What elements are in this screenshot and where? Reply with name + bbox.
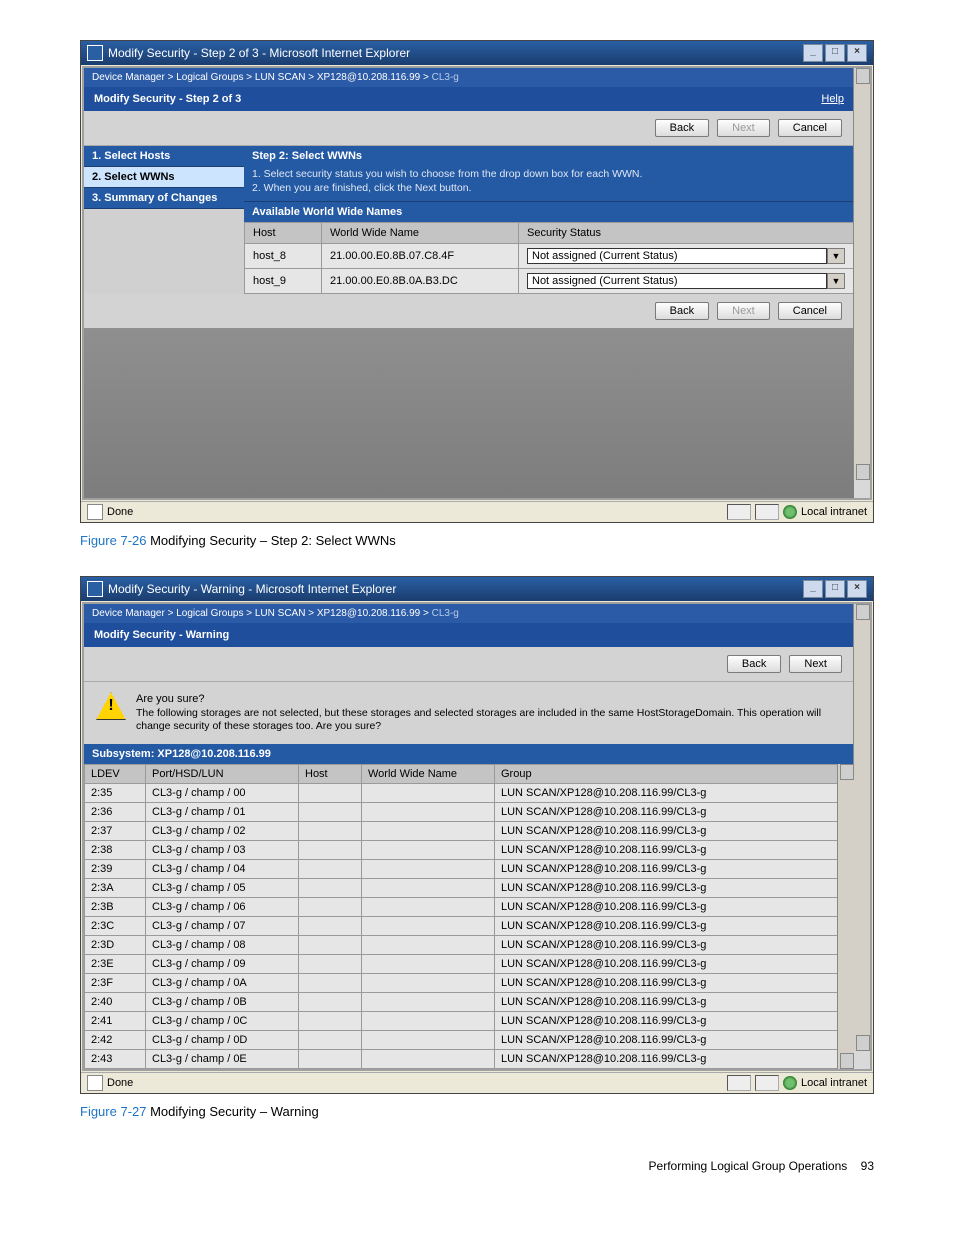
col-phl: Port/HSD/LUN (146, 764, 299, 783)
table-row: 2:3ACL3-g / champ / 05LUN SCAN/XP128@10.… (85, 878, 854, 897)
table-row: 2:3DCL3-g / champ / 08LUN SCAN/XP128@10.… (85, 935, 854, 954)
table-row: 2:3BCL3-g / champ / 06LUN SCAN/XP128@10.… (85, 897, 854, 916)
step-1[interactable]: 1. Select Hosts (84, 146, 244, 167)
window-minimize-button[interactable]: _ (803, 580, 823, 598)
col-group: Group (495, 764, 854, 783)
wwn-table-title: Available World Wide Names (244, 201, 854, 222)
page-title: Modify Security - Warning (84, 623, 854, 647)
table-row: 2:43CL3-g / champ / 0ELUN SCAN/XP128@10.… (85, 1049, 854, 1068)
figure-caption: Figure 7-26 Modifying Security – Step 2:… (80, 533, 874, 548)
titlebar: Modify Security - Step 2 of 3 - Microsof… (81, 41, 873, 65)
window-close-button[interactable]: × (847, 44, 867, 62)
window-maximize-button[interactable]: □ (825, 44, 845, 62)
col-host: Host (299, 764, 362, 783)
nav-buttons-top: Back Next Cancel (84, 111, 854, 146)
scrollbar[interactable] (853, 68, 870, 480)
page-icon (87, 504, 103, 520)
ldev-table: LDEV Port/HSD/LUN Host World Wide Name G… (84, 764, 854, 1069)
status-done: Done (107, 1077, 133, 1089)
breadcrumb: Device Manager > Logical Groups > LUN SC… (84, 604, 854, 623)
window-modify-security-warning: Modify Security - Warning - Microsoft In… (80, 576, 874, 1094)
security-status-dropdown[interactable]: Not assigned (Current Status)▼ (527, 273, 845, 289)
window-title: Modify Security - Warning - Microsoft In… (108, 582, 396, 596)
window-minimize-button[interactable]: _ (803, 44, 823, 62)
table-row: host_9 21.00.00.E0.8B.0A.B3.DC Not assig… (245, 269, 854, 294)
page-footer: Performing Logical Group Operations 93 (80, 1159, 874, 1173)
empty-area (84, 328, 854, 498)
status-zone: Local intranet (801, 1077, 867, 1089)
page-title: Modify Security - Step 2 of 3 Help (84, 87, 854, 111)
next-button[interactable]: Next (717, 119, 770, 137)
next-button[interactable]: Next (789, 655, 842, 673)
window-modify-security-step2: Modify Security - Step 2 of 3 - Microsof… (80, 40, 874, 523)
back-button[interactable]: Back (727, 655, 781, 673)
warning-panel: Are you sure? The following storages are… (84, 682, 854, 744)
warning-text: Are you sure? The following storages are… (136, 692, 842, 734)
col-ldev: LDEV (85, 764, 146, 783)
col-wwn: World Wide Name (322, 223, 519, 244)
table-row: 2:40CL3-g / champ / 0BLUN SCAN/XP128@10.… (85, 992, 854, 1011)
table-row: 2:3CCL3-g / champ / 07LUN SCAN/XP128@10.… (85, 916, 854, 935)
table-row: 2:39CL3-g / champ / 04LUN SCAN/XP128@10.… (85, 859, 854, 878)
table-row: 2:35CL3-g / champ / 00LUN SCAN/XP128@10.… (85, 783, 854, 802)
figure-caption: Figure 7-27 Modifying Security – Warning (80, 1104, 874, 1119)
warning-icon (96, 692, 126, 720)
titlebar: Modify Security - Warning - Microsoft In… (81, 577, 873, 601)
chevron-down-icon: ▼ (827, 273, 845, 289)
statusbar: Done Local intranet (81, 501, 873, 522)
security-status-dropdown[interactable]: Not assigned (Current Status)▼ (527, 248, 845, 264)
window-maximize-button[interactable]: □ (825, 580, 845, 598)
intranet-icon (783, 1076, 797, 1090)
col-host: Host (245, 223, 322, 244)
help-link[interactable]: Help (821, 93, 844, 105)
nav-buttons-bottom: Back Next Cancel (84, 294, 854, 328)
intranet-icon (783, 505, 797, 519)
next-button[interactable]: Next (717, 302, 770, 320)
step-3[interactable]: 3. Summary of Changes (84, 188, 244, 209)
table-row: 2:41CL3-g / champ / 0CLUN SCAN/XP128@10.… (85, 1011, 854, 1030)
step-description: 1. Select security status you wish to ch… (244, 166, 854, 201)
back-button[interactable]: Back (655, 119, 709, 137)
chevron-down-icon: ▼ (827, 248, 845, 264)
table-row: 2:38CL3-g / champ / 03LUN SCAN/XP128@10.… (85, 840, 854, 859)
back-button[interactable]: Back (655, 302, 709, 320)
app-body: Device Manager > Logical Groups > LUN SC… (82, 602, 872, 1071)
step-title: Step 2: Select WWNs (244, 146, 854, 166)
statusbar: Done Local intranet (81, 1072, 873, 1093)
ie-icon (87, 581, 103, 597)
table-scrollbar[interactable] (837, 764, 854, 1069)
wizard-steps: 1. Select Hosts 2. Select WWNs 3. Summar… (84, 146, 244, 294)
window-close-button[interactable]: × (847, 580, 867, 598)
cancel-button[interactable]: Cancel (778, 119, 842, 137)
wizard-panel: 1. Select Hosts 2. Select WWNs 3. Summar… (84, 146, 854, 294)
table-row: 2:36CL3-g / champ / 01LUN SCAN/XP128@10.… (85, 802, 854, 821)
status-zone: Local intranet (801, 506, 867, 518)
nav-buttons-top: Back Next (84, 647, 854, 682)
subsystem-header: Subsystem: XP128@10.208.116.99 (84, 744, 854, 764)
table-row: 2:3FCL3-g / champ / 0ALUN SCAN/XP128@10.… (85, 973, 854, 992)
breadcrumb: Device Manager > Logical Groups > LUN SC… (84, 68, 854, 87)
window-title: Modify Security - Step 2 of 3 - Microsof… (108, 46, 410, 60)
step-2[interactable]: 2. Select WWNs (84, 167, 244, 188)
table-row: 2:37CL3-g / champ / 02LUN SCAN/XP128@10.… (85, 821, 854, 840)
wwn-table: Host World Wide Name Security Status hos… (244, 222, 854, 294)
cancel-button[interactable]: Cancel (778, 302, 842, 320)
table-row: host_8 21.00.00.E0.8B.07.C8.4F Not assig… (245, 244, 854, 269)
status-done: Done (107, 506, 133, 518)
page-icon (87, 1075, 103, 1091)
col-wwn: World Wide Name (362, 764, 495, 783)
step-content: Step 2: Select WWNs 1. Select security s… (244, 146, 854, 294)
scrollbar[interactable] (853, 604, 870, 1051)
table-row: 2:42CL3-g / champ / 0DLUN SCAN/XP128@10.… (85, 1030, 854, 1049)
app-body: Device Manager > Logical Groups > LUN SC… (82, 66, 872, 500)
table-row: 2:3ECL3-g / champ / 09LUN SCAN/XP128@10.… (85, 954, 854, 973)
ie-icon (87, 45, 103, 61)
col-status: Security Status (519, 223, 854, 244)
